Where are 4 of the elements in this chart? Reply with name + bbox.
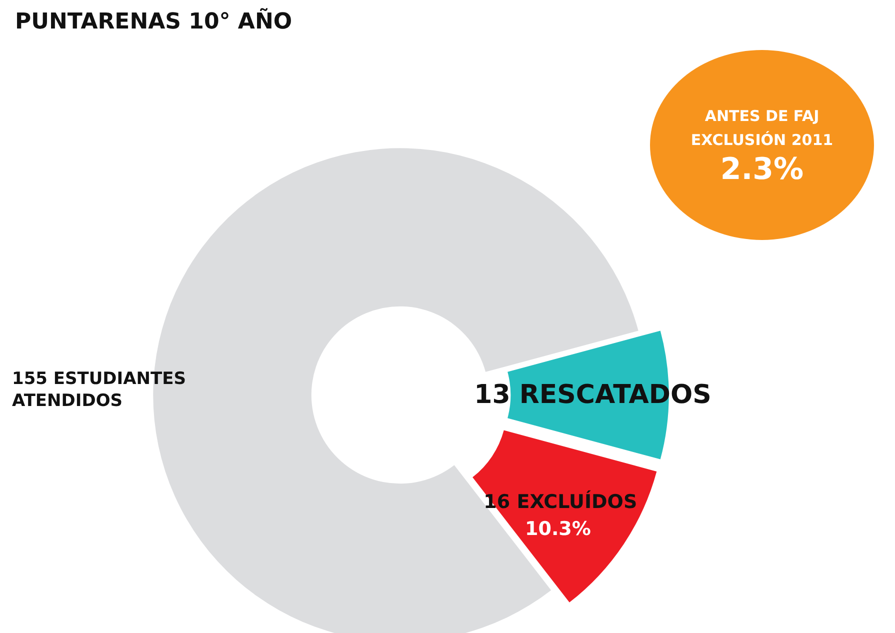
text: 10.3% [525,518,591,540]
chart-title: PUNTARENAS 10° AÑO [15,8,292,34]
text: 155 ESTUDIANTES ATENDIDOS [12,368,187,412]
circle-badge: ANTES DE FAJ EXCLUSIÓN 2011 2.3% [650,50,874,240]
